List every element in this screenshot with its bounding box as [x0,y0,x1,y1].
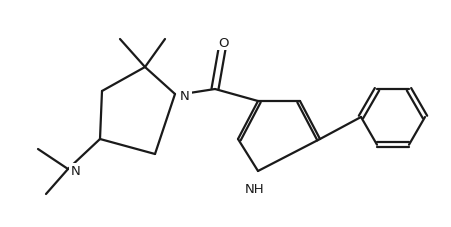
Text: N: N [179,90,189,103]
Text: NH: NH [244,182,264,195]
Text: N: N [71,165,81,178]
Text: O: O [218,36,229,49]
